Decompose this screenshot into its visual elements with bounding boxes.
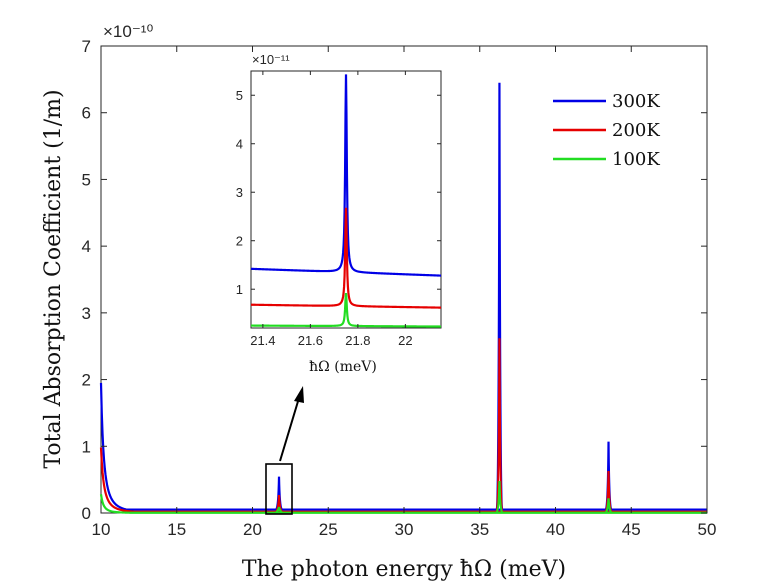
inset-y-tick-label: 1 [236, 282, 243, 297]
series-100K-peak-0 [275, 506, 283, 514]
inset-series-100K-line [251, 293, 441, 328]
inset-x-tick-label: 22 [398, 333, 412, 348]
y-tick-label: 1 [82, 437, 91, 456]
y-tick-label: 5 [82, 170, 91, 189]
y-tick-label: 4 [82, 237, 91, 256]
inset-x-axis-label: ħΩ (meV) [309, 359, 377, 375]
inset-x-tick-label: 21.8 [345, 333, 370, 348]
x-tick-label: 20 [243, 520, 262, 539]
inset-y-exponent-label: ×10⁻¹¹ [252, 52, 290, 67]
x-tick-label: 35 [470, 520, 489, 539]
series-100K-peak-1 [495, 480, 504, 514]
legend-label-100K: 100K [612, 149, 660, 170]
inset-x-tick-label: 21.6 [298, 333, 323, 348]
x-tick-label: 40 [546, 520, 565, 539]
series-200K-peak-1 [495, 338, 504, 513]
x-tick-label: 15 [167, 520, 186, 539]
inset-series-300K-line [250, 74, 442, 277]
x-tick-label: 45 [622, 520, 641, 539]
legend-label-300K: 300K [612, 91, 660, 112]
x-tick-label: 30 [395, 520, 414, 539]
zoom-arrow [279, 397, 300, 462]
y-axis-label: Total Absorption Coefficient (1/m) [41, 89, 66, 468]
y-tick-label: 0 [82, 504, 91, 523]
x-axis-label: The photon energy ħΩ (meV) [242, 557, 566, 582]
x-tick-label: 50 [698, 520, 717, 539]
zoom-box [265, 463, 293, 515]
inset-y-tick-label: 3 [236, 185, 243, 200]
inset-series [250, 74, 442, 328]
inset-x-tick-label: 21.4 [250, 333, 275, 348]
inset-y-tick-label: 2 [236, 234, 243, 249]
y-tick-label: 2 [82, 371, 91, 390]
inset-series-200K-line [250, 207, 441, 309]
series-100K-peak-2 [604, 498, 613, 514]
y-tick-label: 3 [82, 304, 91, 323]
y-tick-label: 6 [82, 104, 91, 123]
legend-label-200K: 200K [612, 120, 660, 141]
legend: 300K 200K 100K [553, 91, 660, 170]
x-tick-label: 25 [319, 520, 338, 539]
zoom-arrow-head [294, 386, 304, 403]
inset-y-tick-label: 4 [236, 137, 243, 152]
inset-y-tick-label: 5 [236, 88, 243, 103]
y-exponent-label: ×10⁻¹⁰ [103, 22, 153, 41]
inset-ticks: 21.4 21.6 21.8 22 1 2 3 4 5 [236, 71, 441, 348]
y-tick-label: 7 [82, 37, 91, 56]
x-tick-label: 10 [92, 520, 111, 539]
